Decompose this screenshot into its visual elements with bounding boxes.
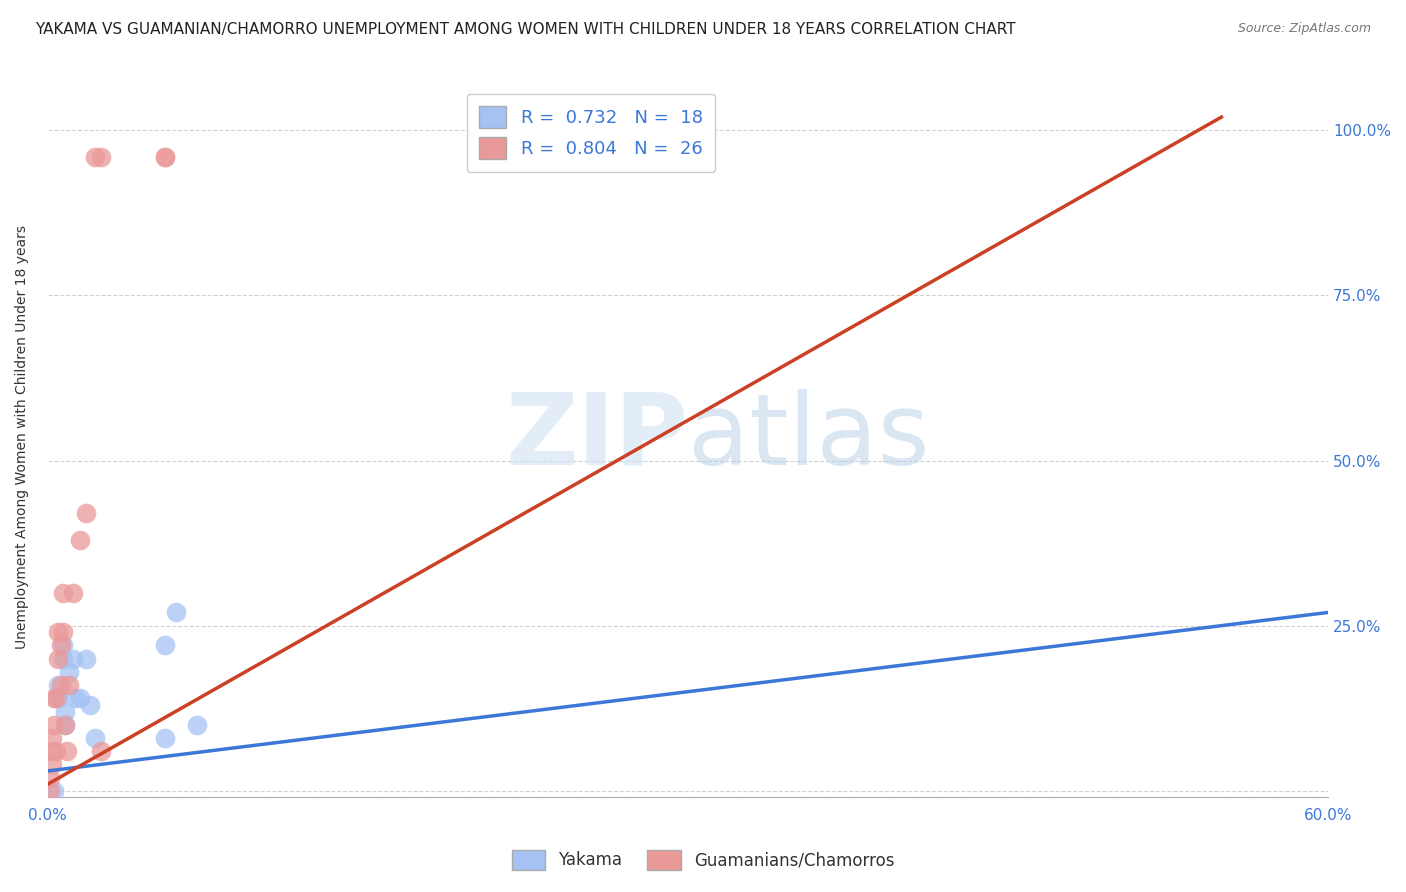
Point [69,533,91,547]
Text: Source: ZipAtlas.com: Source: ZipAtlas.com [1237,22,1371,36]
Point [41,731,63,745]
Point [75,507,97,521]
Point [53,717,76,731]
Point [45,691,67,706]
Text: ZIP: ZIP [505,389,688,486]
Point [52,639,75,653]
Point [62,651,84,665]
Point [48,625,70,640]
Point [186,717,208,731]
Point [53,717,76,731]
Point [38,771,60,785]
Point [52,625,75,640]
Point [49,678,72,692]
Point [75,651,97,665]
Point [56,744,79,758]
Point [38,784,60,798]
Point [48,678,70,692]
Point [153,731,176,745]
Point [153,150,176,164]
Point [44,784,66,798]
Point [90,150,112,164]
Point [165,606,187,620]
Point [52,585,75,599]
Y-axis label: Unemployment Among Women with Children Under 18 years: Unemployment Among Women with Children U… [15,226,30,649]
Point [41,757,63,772]
Legend: Yakama, Guamanians/Chamorros: Yakama, Guamanians/Chamorros [505,843,901,877]
Point [69,691,91,706]
Point [83,150,105,164]
Point [90,744,112,758]
Point [153,150,176,164]
Point [45,744,67,758]
Point [58,678,80,692]
Point [65,691,87,706]
Point [48,691,70,706]
Point [153,639,176,653]
Text: YAKAMA VS GUAMANIAN/CHAMORRO UNEMPLOYMENT AMONG WOMEN WITH CHILDREN UNDER 18 YEA: YAKAMA VS GUAMANIAN/CHAMORRO UNEMPLOYMEN… [35,22,1015,37]
Point [58,665,80,679]
Point [44,691,66,706]
Point [41,744,63,758]
Point [48,651,70,665]
Point [49,639,72,653]
Legend: R =  0.732   N =  18, R =  0.804   N =  26: R = 0.732 N = 18, R = 0.804 N = 26 [467,94,716,172]
Point [53,705,76,719]
Point [44,717,66,731]
Text: atlas: atlas [688,389,929,486]
Point [83,731,105,745]
Point [62,585,84,599]
Point [79,698,101,712]
Point [52,651,75,665]
